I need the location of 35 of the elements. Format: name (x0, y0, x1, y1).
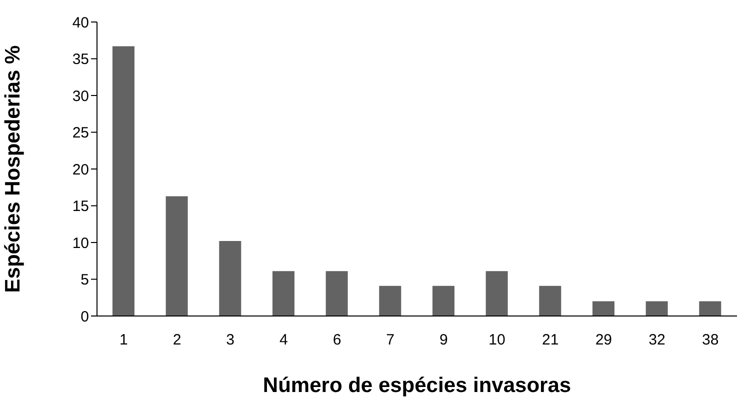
bar (272, 271, 294, 316)
x-tick-label: 21 (542, 332, 559, 349)
x-tick-label: 10 (488, 332, 506, 349)
y-tick-label: 25 (72, 124, 89, 142)
y-tick-label: 30 (72, 88, 89, 105)
x-tick-label: 32 (648, 332, 666, 349)
bar (486, 271, 508, 316)
x-tick-label: 29 (595, 332, 612, 349)
bar (166, 196, 188, 316)
y-tick-label: 10 (72, 234, 89, 252)
y-axis-title: Espécies Hospederias % (1, 44, 24, 293)
y-tick-label: 20 (72, 161, 89, 178)
y-tick-label: 0 (80, 308, 89, 326)
bar (432, 286, 454, 316)
bar (219, 241, 242, 316)
y-tick-label: 15 (72, 198, 89, 216)
x-tick-label: 38 (702, 332, 719, 349)
bar (379, 286, 402, 316)
x-axis-title: Número de espécies invasoras (262, 374, 572, 397)
x-tick-label: 2 (172, 332, 182, 349)
y-tick-label: 40 (72, 14, 89, 32)
x-tick-label: 7 (386, 332, 395, 349)
bar (646, 301, 668, 316)
x-tick-label: 1 (119, 332, 128, 349)
bar (112, 46, 134, 316)
x-tick-label: 9 (439, 332, 448, 349)
bar (326, 271, 348, 316)
y-tick-label: 35 (72, 51, 89, 68)
x-tick-label: 6 (332, 332, 342, 349)
bar (592, 301, 614, 316)
x-tick-label: 4 (279, 332, 288, 349)
bar (699, 301, 722, 316)
bar (539, 286, 562, 316)
y-tick-label: 5 (80, 272, 89, 289)
x-tick-label: 3 (226, 332, 235, 349)
